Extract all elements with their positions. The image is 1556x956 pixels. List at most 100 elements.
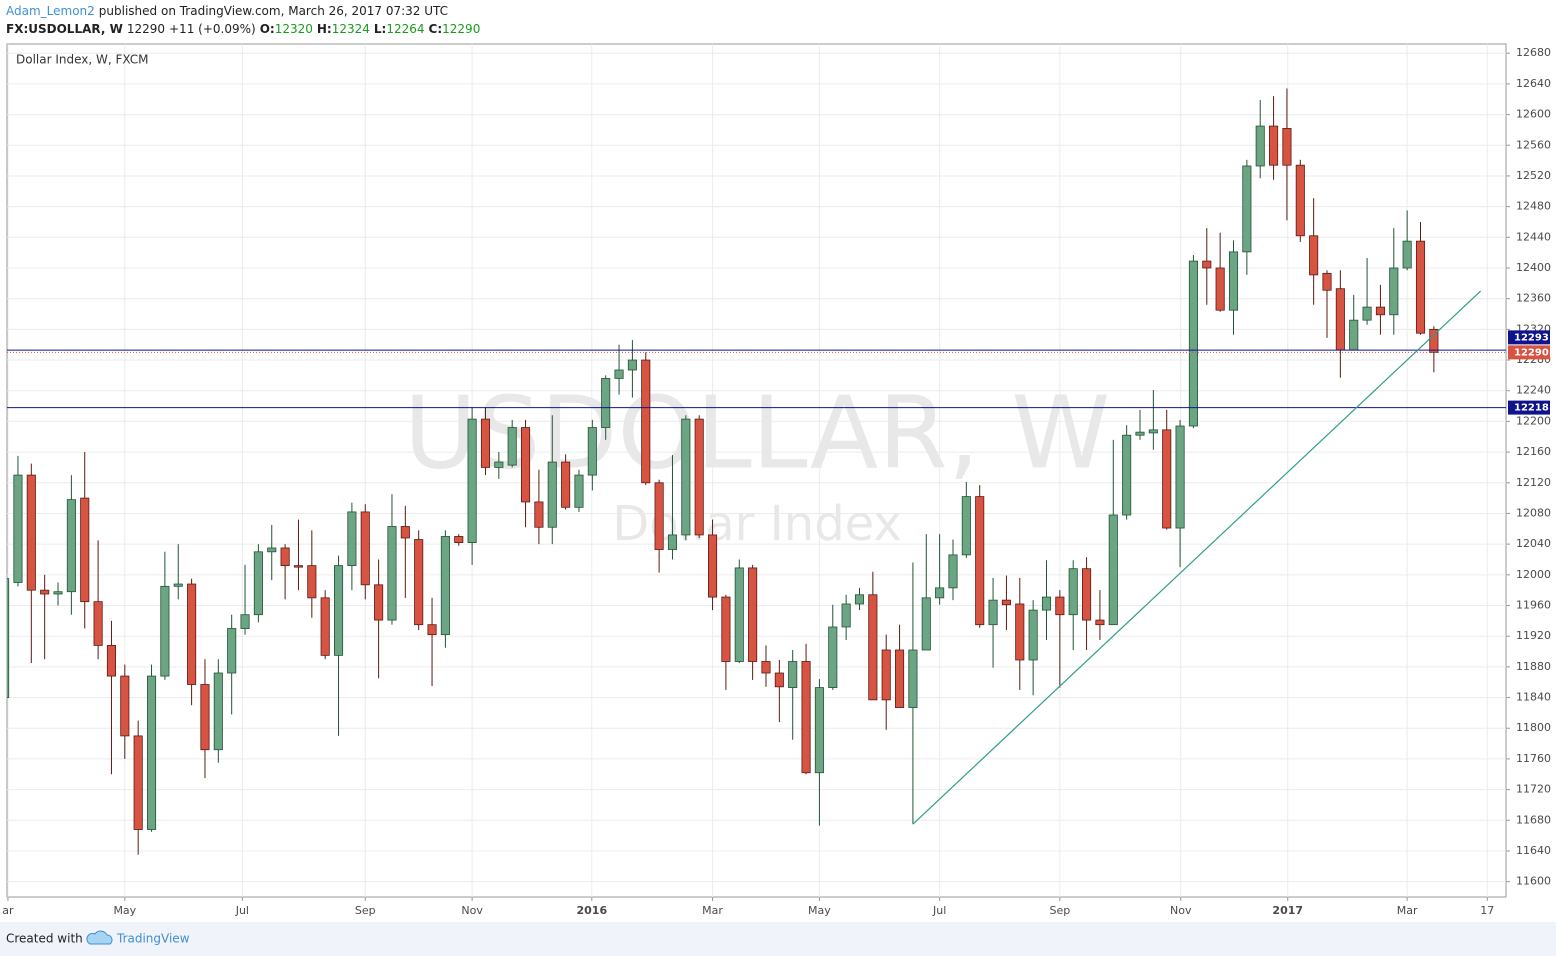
- candle-body: [200, 684, 210, 751]
- candle-body: [1001, 599, 1011, 606]
- candle-body: [1122, 434, 1132, 516]
- y-tick-label: 12560: [1516, 138, 1551, 151]
- y-tick-label: 11920: [1516, 629, 1551, 642]
- l-label: L:: [373, 22, 387, 36]
- footer-brand[interactable]: TradingView: [116, 932, 190, 946]
- candle-body: [521, 427, 531, 503]
- candle-body: [454, 536, 464, 544]
- y-tick-label: 11680: [1516, 813, 1551, 826]
- price-label-box: [1508, 330, 1550, 345]
- y-tick-label: 12680: [1516, 46, 1551, 59]
- candle-body: [1282, 127, 1292, 166]
- candle-body: [734, 567, 744, 662]
- candle-body: [574, 474, 584, 508]
- header-line-2: FX:USDOLLAR, W 12290 +11 (+0.09%) O:12320 H:…: [6, 22, 484, 36]
- plot-frame: [6, 43, 1507, 898]
- y-tick-label: 12360: [1516, 292, 1551, 305]
- c: 12290: [442, 22, 481, 36]
- y-tick-label: 11840: [1516, 691, 1551, 704]
- candle-body: [854, 594, 865, 605]
- y-tick-label: 11800: [1516, 721, 1551, 734]
- o-label: O:: [259, 22, 275, 36]
- chart-title: Dollar Index, W, FXCM: [16, 53, 149, 67]
- candles: [7, 88, 1506, 855]
- x-tick-label: Nov: [461, 904, 483, 917]
- y-tick-label: 12480: [1516, 200, 1551, 213]
- candle-body: [1415, 240, 1426, 334]
- candle-body: [507, 427, 517, 466]
- candle-body: [761, 661, 771, 674]
- candle-body: [721, 596, 731, 662]
- candle-body: [66, 499, 76, 593]
- candle-body: [1269, 125, 1279, 166]
- x-tick-label: Mar: [1397, 904, 1418, 917]
- candle-body: [427, 624, 437, 636]
- candle-body: [480, 418, 491, 468]
- y-tick-label: 11600: [1516, 875, 1551, 888]
- candle-body: [895, 649, 905, 708]
- candle-body: [53, 591, 63, 595]
- candle-body: [975, 496, 985, 626]
- candle-body: [40, 589, 50, 595]
- candle-body: [7, 578, 10, 698]
- y-tick-label: 12440: [1516, 230, 1551, 243]
- candle-body: [667, 534, 678, 550]
- candle-body: [106, 644, 116, 677]
- tradingview-logo: [86, 930, 113, 945]
- candle-body: [627, 359, 637, 371]
- y-tick-label: 12080: [1516, 506, 1551, 519]
- l: 12264: [386, 22, 425, 36]
- candle-body: [921, 597, 931, 651]
- candle-body: [1041, 596, 1052, 611]
- y-tick-label: 11880: [1516, 660, 1551, 673]
- y-tick-label: 12640: [1516, 77, 1551, 90]
- candle-body: [601, 378, 611, 428]
- y-tick-label: 12600: [1516, 108, 1551, 121]
- y-tick-label: 11760: [1516, 752, 1551, 765]
- candle-body: [26, 474, 36, 591]
- candle-body: [1335, 288, 1345, 351]
- candle-body: [1055, 596, 1065, 616]
- x-tick-label: ar: [2, 904, 14, 917]
- y-tick-label: 11720: [1516, 783, 1551, 796]
- y-tick-label: 11960: [1516, 599, 1551, 612]
- x-tick-label: Jul: [235, 904, 249, 917]
- y-tick-label: 11640: [1516, 844, 1551, 857]
- candle-body: [347, 511, 357, 567]
- candle-body: [868, 594, 878, 701]
- footer-bar: [0, 922, 1556, 956]
- candle-body: [494, 461, 504, 468]
- y-tick-label: 12240: [1516, 384, 1551, 397]
- author[interactable]: Adam_Lemon2: [6, 4, 95, 18]
- change: +11 (+0.09%): [169, 22, 256, 36]
- candle-body: [1082, 568, 1092, 621]
- candle-body: [1375, 306, 1385, 316]
- footer-created: Created with: [6, 932, 83, 946]
- candle-body: [267, 547, 277, 553]
- price-label-box: [1508, 345, 1550, 360]
- candle-body: [13, 474, 23, 583]
- candle-body: [293, 565, 304, 568]
- candle-body: [988, 599, 998, 626]
- y-tick-label: 12040: [1516, 537, 1551, 550]
- x-tick-label: Sep: [355, 904, 376, 917]
- candle-body: [387, 526, 397, 621]
- candle-body: [614, 369, 624, 379]
- trend-line: [912, 290, 1482, 825]
- candle-body: [280, 547, 290, 567]
- candle-body: [1175, 425, 1185, 529]
- candle-body: [561, 461, 571, 508]
- x-tick-label: Jul: [932, 904, 946, 917]
- candle-body: [253, 551, 263, 616]
- c-label: C:: [428, 22, 443, 36]
- h-label: H:: [316, 22, 332, 36]
- candle-body: [173, 583, 183, 587]
- candle-body: [1349, 319, 1359, 351]
- x-tick-label: 2016: [576, 904, 607, 917]
- price-label-box: [1508, 400, 1550, 415]
- candle-body: [694, 418, 704, 536]
- candle-body: [1242, 165, 1252, 253]
- candle-body: [828, 626, 838, 688]
- x-tick-label: May: [113, 904, 136, 917]
- candle-body: [1215, 267, 1225, 311]
